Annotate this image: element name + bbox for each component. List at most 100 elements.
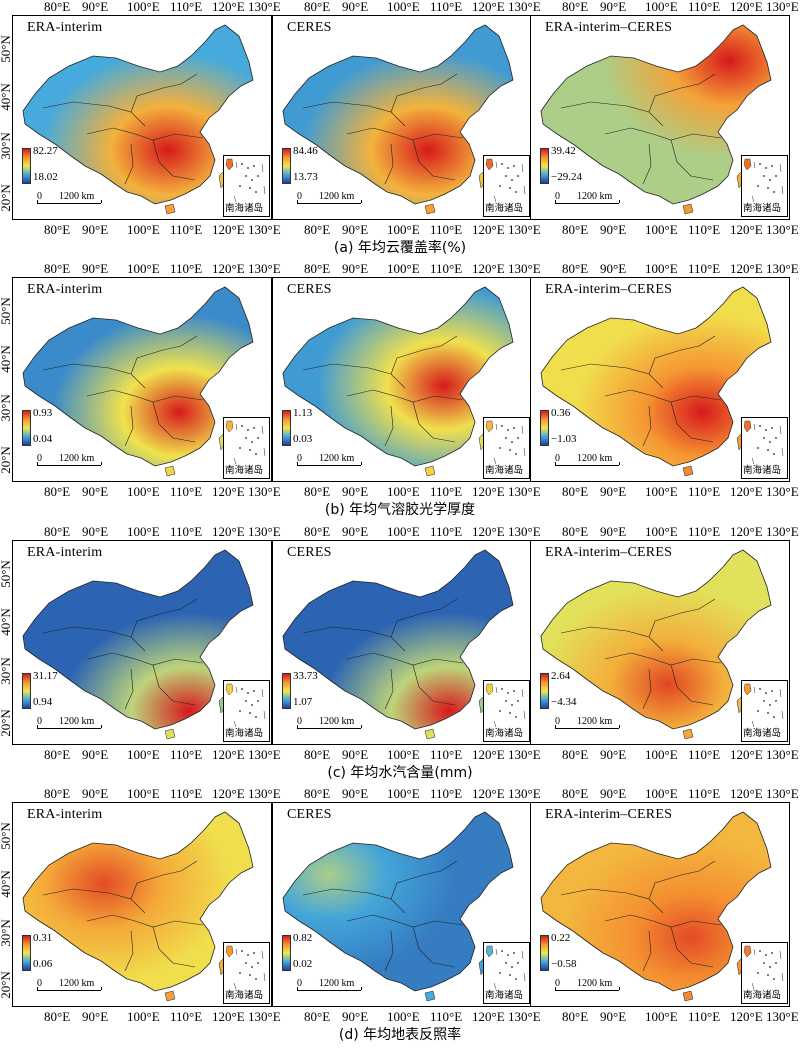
south-china-sea-inset: 南海诸岛 bbox=[223, 417, 270, 479]
region-boundary bbox=[130, 335, 198, 375]
scale-zero: 0 bbox=[555, 716, 560, 727]
scale-line bbox=[297, 728, 361, 729]
scale-line bbox=[555, 728, 619, 729]
colorbar bbox=[540, 935, 549, 971]
bottom-lon-label: 130°E bbox=[508, 484, 541, 499]
colorbar bbox=[22, 410, 31, 446]
colorbar bbox=[22, 673, 31, 709]
region-boundary bbox=[124, 930, 134, 972]
region-boundary bbox=[302, 888, 406, 914]
top-lon-label: 100°E bbox=[127, 0, 160, 14]
bottom-lon-label: 120°E bbox=[472, 747, 505, 762]
inset-islands bbox=[743, 683, 784, 728]
region-boundary bbox=[412, 139, 456, 181]
colorbar-max: 1.13 bbox=[293, 407, 313, 419]
panel-title: CERES bbox=[287, 545, 332, 560]
scale-zero: 0 bbox=[555, 978, 560, 989]
colorbar-min: 13.73 bbox=[293, 171, 318, 183]
region-boundary bbox=[642, 668, 652, 710]
top-lon-label: 100°E bbox=[127, 261, 160, 276]
colorbar-max: 31.17 bbox=[33, 670, 58, 682]
china-outline bbox=[282, 811, 514, 992]
top-lon-label: 100°E bbox=[387, 0, 420, 14]
colorbar-min: −29.24 bbox=[551, 171, 582, 183]
bottom-lon-label: 130°E bbox=[508, 1009, 541, 1024]
scale-line bbox=[297, 465, 361, 466]
inset-islands bbox=[225, 945, 266, 990]
china-map bbox=[282, 549, 514, 740]
top-lon-label: 130°E bbox=[508, 261, 541, 276]
bottom-lon-label: 80°E bbox=[304, 222, 331, 237]
inset-islands bbox=[225, 683, 266, 728]
region-boundary bbox=[302, 626, 406, 652]
scale-zero: 0 bbox=[297, 716, 302, 727]
top-lon-label: 110°E bbox=[170, 261, 203, 276]
region-boundary bbox=[86, 914, 204, 928]
bottom-lon-label: 120°E bbox=[212, 1009, 245, 1024]
inset-label: 南海诸岛 bbox=[743, 465, 782, 476]
hainan-island bbox=[164, 728, 176, 740]
bottom-lon-label: 90°E bbox=[342, 484, 369, 499]
figure-row-3: 80°E 90°E 100°E 110°E 120°E 130°E 80°E 90°E 100°… bbox=[0, 787, 800, 1049]
china-map bbox=[540, 549, 772, 740]
inset-islands bbox=[485, 945, 526, 990]
bottom-lon-label: 100°E bbox=[127, 747, 160, 762]
region-boundary bbox=[648, 73, 716, 113]
colorbar-min: 1.07 bbox=[293, 696, 313, 708]
china-map bbox=[282, 811, 514, 1002]
colorbar-max: 0.82 bbox=[293, 932, 313, 944]
top-lon-label: 80°E bbox=[562, 261, 589, 276]
top-lon-label: 130°E bbox=[248, 0, 281, 14]
top-lon-label: 90°E bbox=[600, 0, 627, 14]
region-boundary bbox=[124, 405, 134, 447]
top-lon-label: 110°E bbox=[430, 786, 463, 801]
region-boundary bbox=[384, 405, 394, 447]
scale-tick bbox=[619, 987, 620, 990]
colorbar-legend: 31.17 0.94 bbox=[19, 669, 109, 717]
hainan-island bbox=[164, 203, 176, 215]
hainan-island bbox=[424, 465, 436, 477]
bottom-lon-label: 110°E bbox=[170, 747, 203, 762]
map-panel-2: ERA-interim–CERES 39.42 −29.24 0 1200 km 南海诸岛 bbox=[530, 15, 790, 220]
bottom-lon-label: 110°E bbox=[688, 747, 721, 762]
bottom-lon-label: 100°E bbox=[127, 222, 160, 237]
bottom-lon-label: 80°E bbox=[44, 1009, 71, 1024]
hainan-island bbox=[682, 990, 694, 1002]
scale-tick bbox=[555, 462, 556, 465]
inset-islands bbox=[485, 683, 526, 728]
bottom-lon-label: 120°E bbox=[212, 747, 245, 762]
inset-label: 南海诸岛 bbox=[485, 203, 524, 214]
bottom-lon-label: 130°E bbox=[766, 747, 799, 762]
scale-line bbox=[297, 990, 361, 991]
bottom-lon-label: 90°E bbox=[600, 484, 627, 499]
panel-title: ERA-interim bbox=[27, 282, 103, 297]
region-boundary bbox=[302, 363, 406, 389]
hainan-island bbox=[682, 465, 694, 477]
panel-title: ERA-interim–CERES bbox=[545, 282, 673, 297]
map-panel-1: CERES 1.13 0.03 0 1200 km 南海诸岛 bbox=[272, 277, 532, 482]
top-lon-label: 100°E bbox=[387, 261, 420, 276]
panel-title: ERA-interim–CERES bbox=[545, 807, 673, 822]
china-outline bbox=[282, 286, 514, 467]
region-boundary bbox=[604, 652, 722, 666]
bottom-lon-label: 80°E bbox=[44, 747, 71, 762]
colorbar bbox=[282, 148, 291, 184]
scale-line bbox=[297, 203, 361, 204]
colorbar bbox=[540, 673, 549, 709]
region-boundary bbox=[412, 664, 456, 706]
top-lon-label: 130°E bbox=[508, 0, 541, 14]
china-outline bbox=[22, 286, 254, 467]
china-outline bbox=[540, 549, 772, 730]
china-outline bbox=[22, 549, 254, 730]
bottom-lon-label: 90°E bbox=[342, 1009, 369, 1024]
top-lon-label: 120°E bbox=[730, 0, 763, 14]
scale-tick bbox=[297, 987, 298, 990]
inset-islands bbox=[743, 158, 784, 203]
south-china-sea-inset: 南海诸岛 bbox=[483, 942, 530, 1004]
top-lon-label: 130°E bbox=[766, 261, 799, 276]
top-lon-label: 80°E bbox=[562, 786, 589, 801]
region-boundary bbox=[604, 914, 722, 928]
scale-bar: 0 1200 km bbox=[537, 714, 620, 734]
scale-distance: 1200 km bbox=[59, 716, 95, 727]
colorbar-max: 33.73 bbox=[293, 670, 318, 682]
